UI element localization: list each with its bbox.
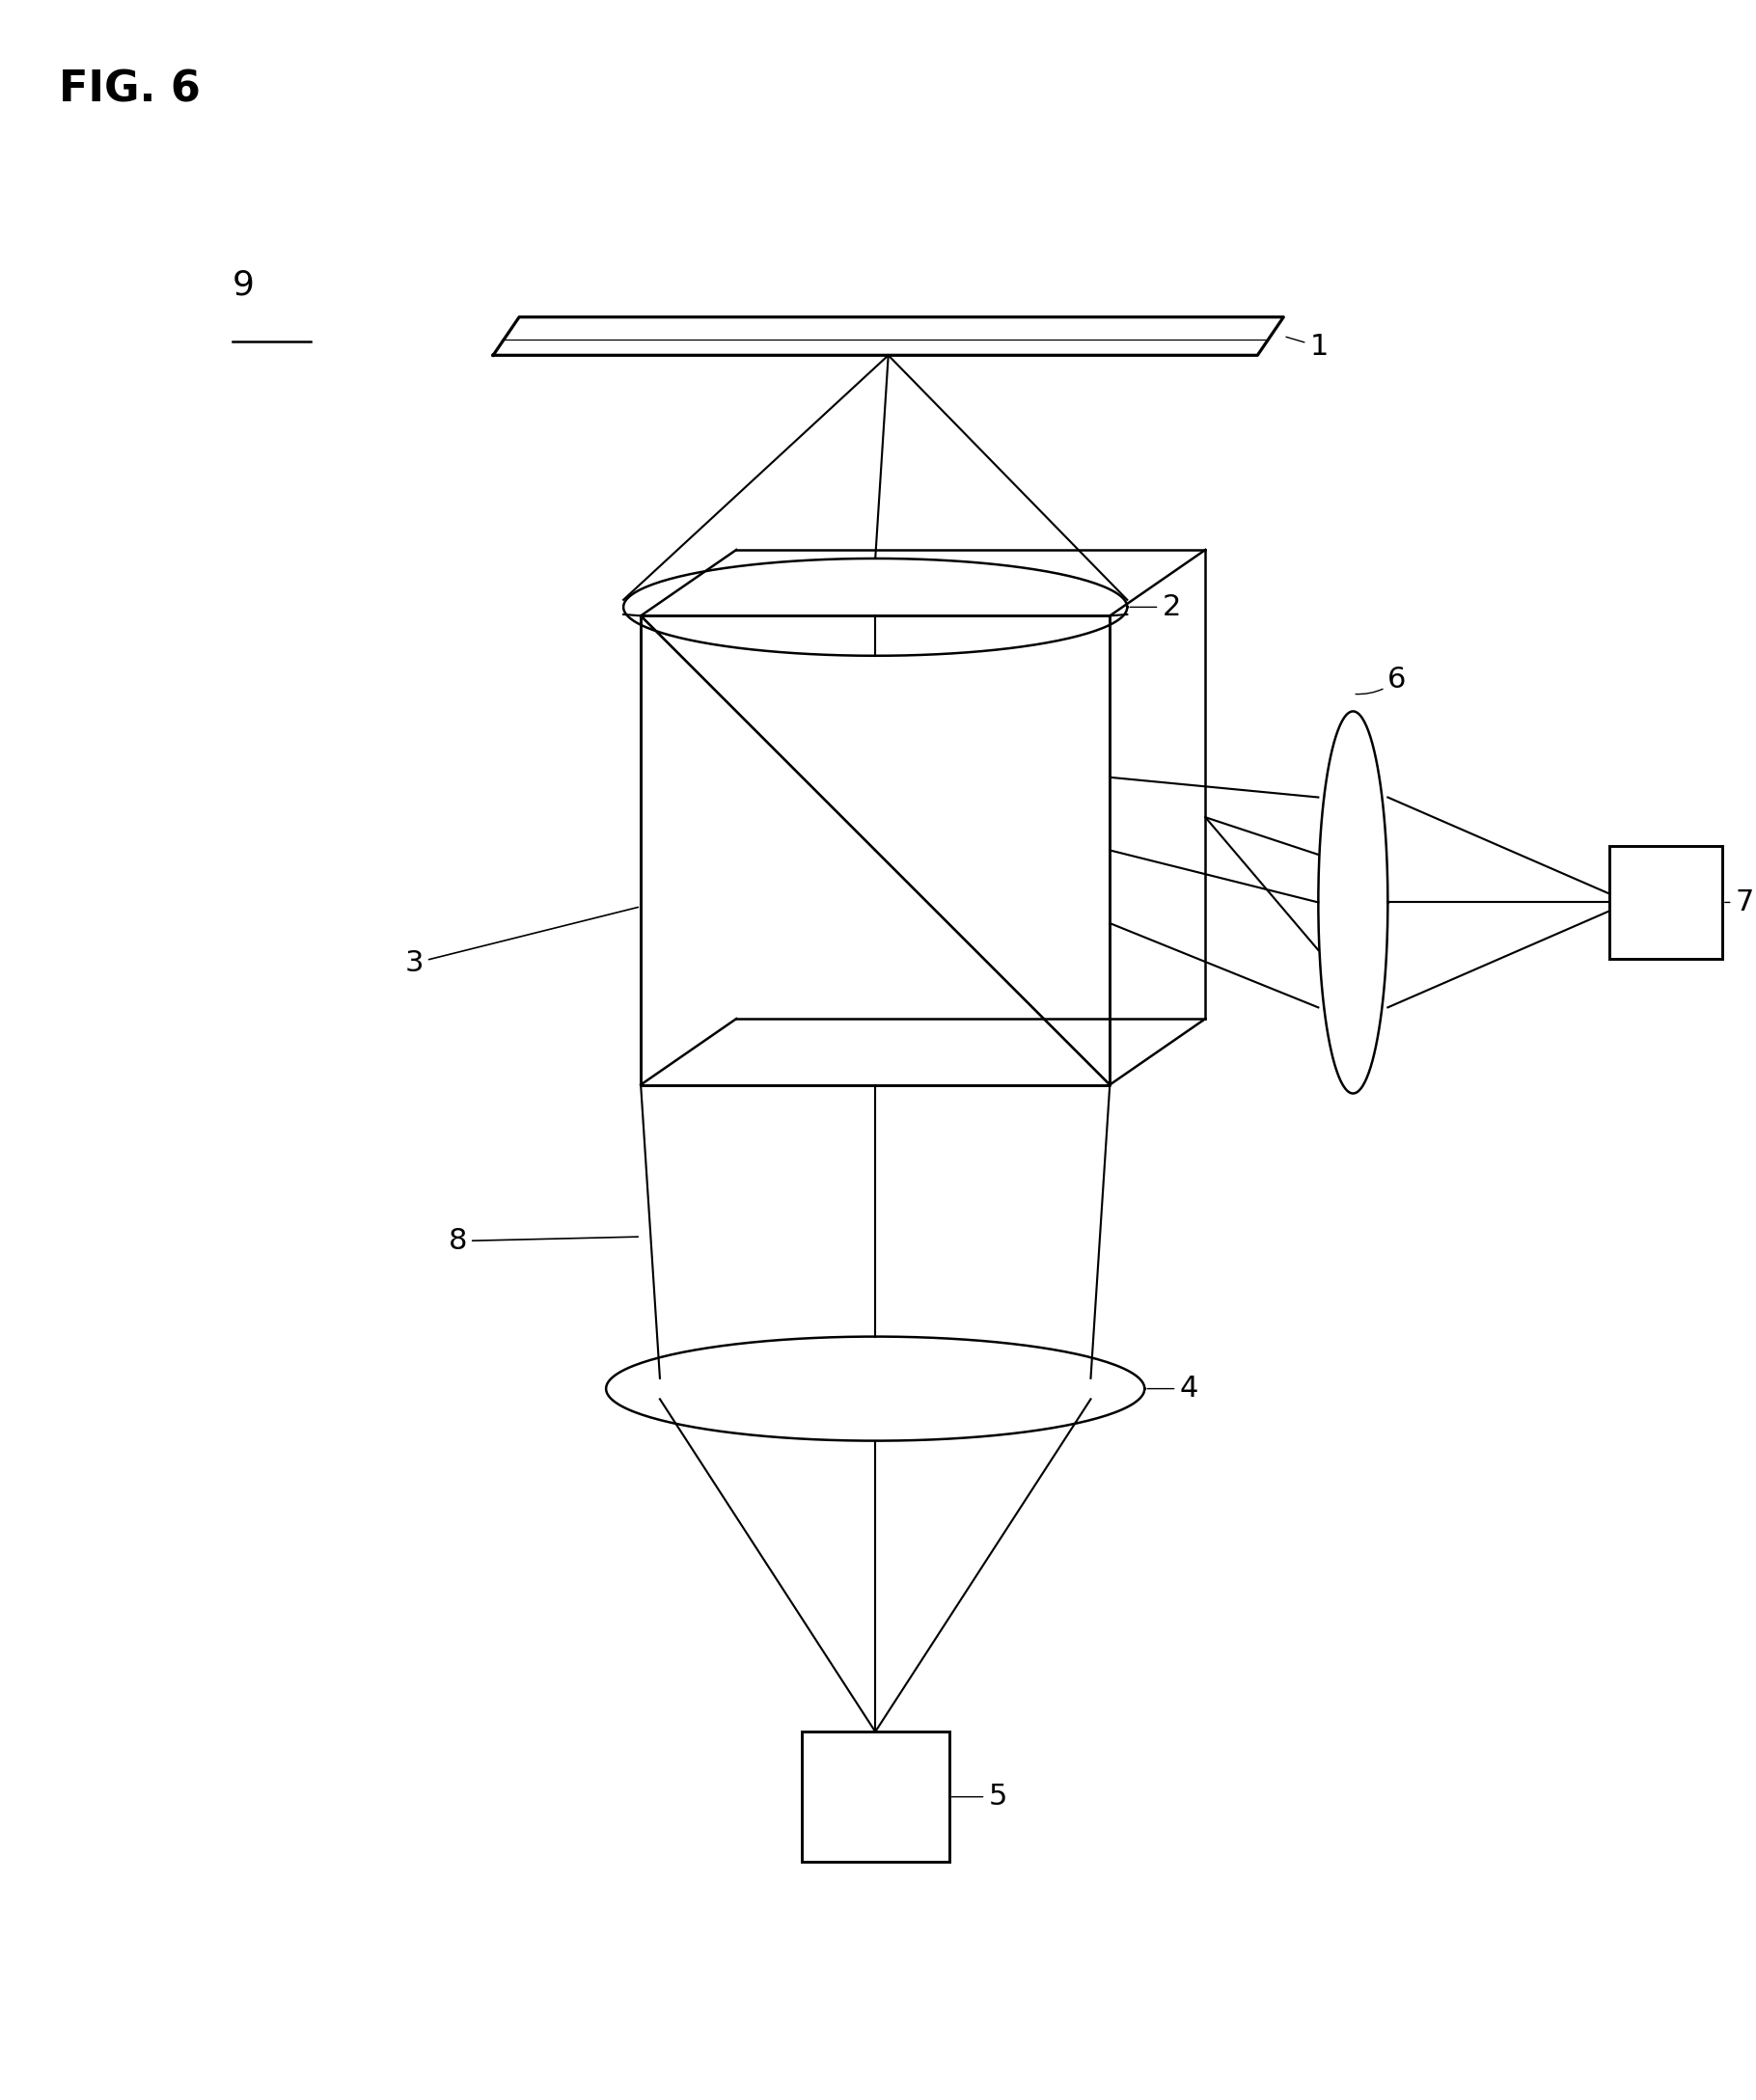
Bar bbox=[1608, 846, 1723, 960]
Text: 5: 5 bbox=[952, 1783, 1006, 1810]
Text: 9: 9 bbox=[232, 269, 255, 300]
Text: 3: 3 bbox=[406, 907, 637, 977]
Text: 7: 7 bbox=[1724, 888, 1754, 916]
Bar bbox=[801, 1732, 950, 1863]
Text: 2: 2 bbox=[1129, 592, 1180, 622]
Text: 6: 6 bbox=[1356, 666, 1407, 695]
Text: 4: 4 bbox=[1147, 1376, 1198, 1403]
Text: 8: 8 bbox=[448, 1226, 637, 1256]
Text: FIG. 6: FIG. 6 bbox=[58, 69, 200, 109]
Text: 1: 1 bbox=[1285, 332, 1328, 361]
